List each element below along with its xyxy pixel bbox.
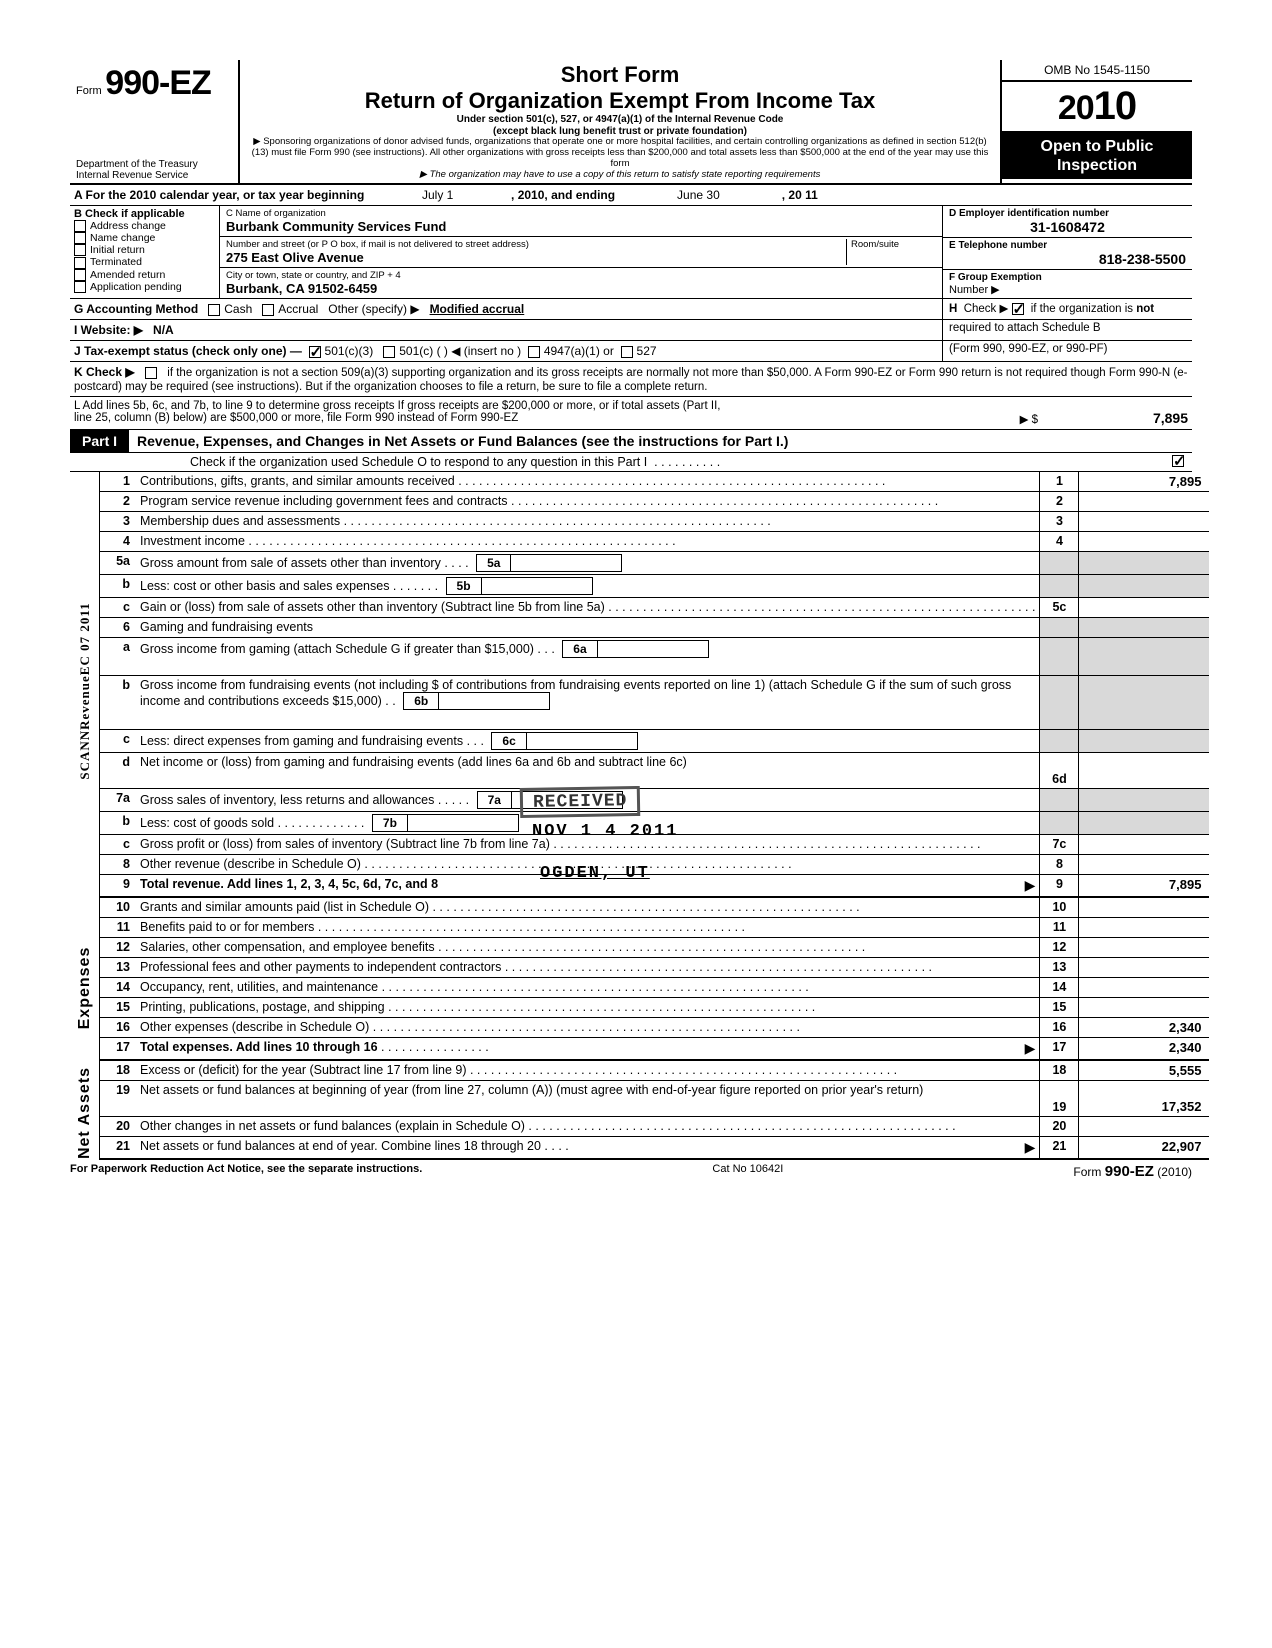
chk-501c3[interactable] (309, 346, 321, 358)
chk-schedule-b[interactable] (1012, 303, 1024, 315)
column-c-org-info: C Name of organization Burbank Community… (220, 206, 942, 298)
column-def: D Employer identification number 31-1608… (942, 206, 1192, 298)
line-19-val: 17,352 (1079, 1081, 1209, 1116)
omb-number: OMB No 1545-1150 (1002, 60, 1192, 82)
chk-terminated[interactable] (74, 257, 86, 269)
org-city: Burbank, CA 91502-6459 (226, 281, 936, 296)
subtitle-1: Under section 501(c), 527, or 4947(a)(1)… (248, 114, 992, 126)
chk-initial-return[interactable] (74, 244, 86, 256)
form-number: 990-EZ (105, 64, 211, 102)
line-9-val: 7,895 (1079, 875, 1209, 896)
chk-schedule-o-part1[interactable] (1172, 455, 1184, 467)
org-street: 275 East Olive Avenue (226, 250, 846, 265)
org-name: Burbank Community Services Fund (226, 219, 936, 234)
chk-address-change[interactable] (74, 220, 86, 232)
form-header: Form 990-EZ Department of the Treasury I… (70, 60, 1192, 185)
chk-amended[interactable] (74, 269, 86, 281)
open-public-badge: Open to Public Inspection (1002, 133, 1192, 179)
tax-year: 2010 (1002, 82, 1192, 133)
title-2: Return of Organization Exempt From Incom… (248, 88, 992, 114)
line-16-val: 2,340 (1079, 1018, 1209, 1037)
line-h: H Check ▶ if the organization is not (942, 299, 1192, 319)
form-right-box: OMB No 1545-1150 2010 Open to Public Ins… (1002, 60, 1192, 183)
line-j: J Tax-exempt status (check only one) — 5… (70, 341, 1192, 362)
part-1-body: SCANNRevenueEC 07 2011 Expenses Net Asse… (70, 472, 1192, 1160)
dept-text: Department of the Treasury Internal Reve… (76, 159, 198, 181)
part-1-header: Part I Revenue, Expenses, and Changes in… (70, 430, 1192, 453)
line-g-h: G Accounting Method Cash Accrual Other (… (70, 299, 1192, 320)
chk-cash[interactable] (208, 304, 220, 316)
column-b-checkboxes: B Check if applicable Address change Nam… (70, 206, 220, 298)
chk-527[interactable] (621, 346, 633, 358)
line-i: I Website: ▶ N/A required to attach Sche… (70, 320, 1192, 341)
header-note-1: ▶ Sponsoring organizations of donor advi… (248, 137, 992, 170)
phone: 818-238-5500 (949, 251, 1186, 267)
form-prefix: Form (76, 85, 102, 97)
accounting-method-val: Modified accrual (430, 302, 525, 316)
chk-4947[interactable] (528, 346, 540, 358)
chk-name-change[interactable] (74, 232, 86, 244)
chk-k[interactable] (145, 367, 157, 379)
line-21-val: 22,907 (1079, 1137, 1209, 1158)
stamp-date: NOV 1 4 2011 (532, 822, 678, 841)
gross-receipts: 7,895 (1058, 410, 1188, 426)
received-stamp: RECEIVED (520, 787, 640, 817)
part-1-sub: Check if the organization used Schedule … (70, 453, 1192, 472)
header-note-2: ▶ The organization may have to use a cop… (248, 170, 992, 181)
form-left-box: Form 990-EZ Department of the Treasury I… (70, 60, 240, 183)
line-a-tax-year: A For the 2010 calendar year, or tax yea… (70, 185, 1192, 206)
line-18-val: 5,555 (1079, 1061, 1209, 1080)
chk-accrual[interactable] (262, 304, 274, 316)
line-k: K Check ▶ if the organization is not a s… (70, 362, 1192, 397)
chk-app-pending[interactable] (74, 281, 86, 293)
line-17-val: 2,340 (1079, 1038, 1209, 1059)
stamp-ogden: OGDEN, UT (540, 864, 650, 883)
section-bcdef: B Check if applicable Address change Nam… (70, 206, 1192, 299)
line-l: L Add lines 5b, 6c, and 7b, to line 9 to… (70, 397, 1192, 430)
side-labels: SCANNRevenueEC 07 2011 Expenses Net Asse… (70, 472, 100, 1160)
form-center-box: Short Form Return of Organization Exempt… (240, 60, 1002, 183)
page-footer: For Paperwork Reduction Act Notice, see … (70, 1160, 1192, 1180)
chk-501c[interactable] (383, 346, 395, 358)
title-1: Short Form (248, 62, 992, 88)
line-1-val: 7,895 (1079, 472, 1209, 491)
website: N/A (153, 323, 174, 337)
ein: 31-1608472 (949, 219, 1186, 235)
